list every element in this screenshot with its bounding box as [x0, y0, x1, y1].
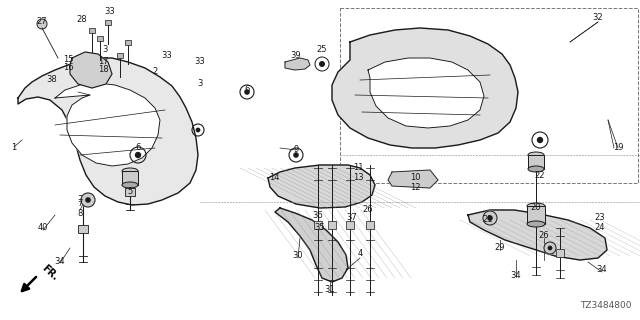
Ellipse shape: [527, 203, 545, 209]
Text: 1: 1: [12, 142, 17, 151]
Polygon shape: [268, 165, 375, 208]
Bar: [366, 221, 374, 229]
Text: 34: 34: [54, 258, 65, 267]
Polygon shape: [285, 58, 310, 70]
Text: 26: 26: [363, 205, 373, 214]
Ellipse shape: [527, 221, 545, 227]
Text: 18: 18: [98, 65, 108, 74]
Circle shape: [81, 193, 95, 207]
Text: 2: 2: [152, 68, 157, 76]
Ellipse shape: [528, 152, 544, 158]
Text: 5: 5: [127, 188, 132, 196]
Polygon shape: [388, 170, 438, 188]
Text: 20: 20: [531, 204, 541, 212]
Text: 6: 6: [244, 85, 250, 94]
Text: 12: 12: [410, 183, 420, 193]
Circle shape: [487, 215, 493, 221]
Text: 24: 24: [595, 223, 605, 233]
Text: 26: 26: [539, 230, 549, 239]
Text: 38: 38: [47, 76, 58, 84]
Bar: [97, 36, 103, 41]
Text: 3: 3: [102, 45, 108, 54]
Bar: [532, 211, 540, 219]
Text: 28: 28: [77, 15, 87, 25]
Text: 23: 23: [595, 213, 605, 222]
Text: 36: 36: [312, 211, 323, 220]
Ellipse shape: [122, 182, 138, 188]
Polygon shape: [468, 210, 607, 260]
Circle shape: [293, 152, 299, 158]
Polygon shape: [55, 83, 160, 166]
Text: 19: 19: [612, 143, 623, 153]
Polygon shape: [275, 208, 348, 282]
Ellipse shape: [122, 168, 138, 174]
Bar: [340, 8, 638, 183]
Bar: [78, 225, 88, 233]
Polygon shape: [18, 58, 198, 205]
Text: 31: 31: [324, 285, 335, 294]
Circle shape: [85, 197, 91, 203]
Text: 9: 9: [293, 146, 299, 155]
Bar: [346, 221, 354, 229]
Text: 21: 21: [483, 215, 493, 225]
Polygon shape: [332, 28, 518, 148]
Text: 32: 32: [593, 13, 604, 22]
Ellipse shape: [528, 166, 544, 172]
Text: 40: 40: [38, 223, 48, 233]
Polygon shape: [70, 52, 112, 88]
Text: 3: 3: [197, 78, 203, 87]
Text: 27: 27: [36, 18, 47, 27]
Circle shape: [196, 128, 200, 132]
Bar: [556, 249, 564, 257]
Text: 29: 29: [495, 244, 505, 252]
Text: 35: 35: [315, 223, 325, 233]
Text: 39: 39: [291, 52, 301, 60]
Bar: [117, 53, 123, 58]
Bar: [125, 40, 131, 45]
Text: 6: 6: [135, 143, 141, 153]
Text: 14: 14: [269, 173, 279, 182]
Circle shape: [319, 61, 325, 67]
Circle shape: [483, 211, 497, 225]
Bar: [314, 221, 322, 229]
Text: 10: 10: [410, 173, 420, 182]
Text: 22: 22: [535, 171, 545, 180]
Bar: [527, 206, 545, 224]
Polygon shape: [368, 58, 484, 128]
Bar: [105, 20, 111, 25]
Text: 25: 25: [317, 45, 327, 54]
Text: FR.: FR.: [40, 263, 60, 283]
Text: 11: 11: [353, 164, 364, 172]
Bar: [89, 28, 95, 33]
Circle shape: [135, 152, 141, 158]
Circle shape: [37, 19, 47, 29]
Text: 16: 16: [63, 63, 74, 73]
Text: 8: 8: [77, 210, 83, 219]
Text: 4: 4: [357, 250, 363, 259]
Circle shape: [537, 137, 543, 143]
Text: TZ3484800: TZ3484800: [580, 301, 632, 310]
Text: 34: 34: [596, 266, 607, 275]
Text: 7: 7: [77, 199, 83, 209]
Bar: [122, 171, 138, 185]
Text: 30: 30: [292, 251, 303, 260]
Bar: [125, 188, 135, 196]
Circle shape: [244, 89, 250, 95]
Bar: [528, 155, 544, 169]
Circle shape: [548, 246, 552, 250]
Text: 17: 17: [98, 58, 108, 67]
Text: 15: 15: [63, 55, 73, 65]
Bar: [328, 221, 336, 229]
Text: 13: 13: [353, 173, 364, 182]
Text: 33: 33: [104, 7, 115, 17]
Text: 33: 33: [195, 58, 205, 67]
Text: 34: 34: [511, 270, 522, 279]
Circle shape: [544, 242, 556, 254]
Text: 33: 33: [162, 52, 172, 60]
Text: 37: 37: [347, 213, 357, 222]
